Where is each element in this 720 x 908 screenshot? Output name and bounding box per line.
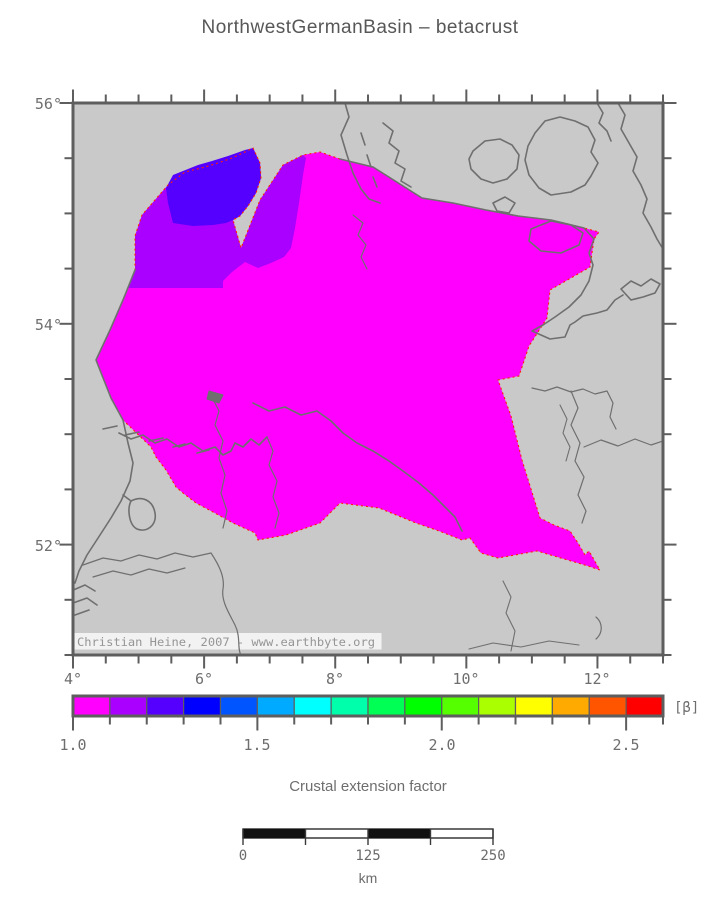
river-ems <box>212 398 228 529</box>
lon-label-6: 6° <box>194 670 214 688</box>
coast-ijsselmeer <box>122 494 157 531</box>
coast-funen-island <box>468 138 520 184</box>
coast-german-bight-baltic <box>339 158 624 340</box>
lat-label-54: 54° <box>34 316 62 334</box>
coast-oresund <box>596 104 612 142</box>
coastlines <box>74 104 662 654</box>
basin-outline <box>95 147 602 571</box>
river-oder-branch <box>559 404 571 462</box>
coast-ruegen <box>620 278 661 301</box>
lat-label-52: 52° <box>34 537 62 555</box>
map-frame <box>71 101 665 657</box>
lat-label-56: 56° <box>34 95 62 113</box>
lon-label-10: 10° <box>452 670 480 688</box>
mecklenburg-lakes <box>352 214 368 270</box>
watermark: Christian Heine, 2007 - www.earthbyte.or… <box>74 633 382 650</box>
scalebar-segment-black-2 <box>368 829 431 838</box>
colorbar-ticks <box>72 717 664 731</box>
coast-zealand-island <box>524 116 599 196</box>
watermark-box <box>74 633 382 650</box>
scalebar-label-250: 250 <box>480 848 506 864</box>
border-east <box>570 390 587 524</box>
scalebar-label-0: 0 <box>238 848 248 864</box>
scalebar-segment-black-1 <box>243 829 306 838</box>
figure-title: NorthwestGermanBasin – betacrust <box>201 17 519 38</box>
river-weser <box>266 436 280 529</box>
coast-zeeland-islands <box>74 584 98 616</box>
coast-lolland-island <box>528 220 584 254</box>
watermark-text: Christian Heine, 2007 - www.earthbyte.or… <box>77 635 375 649</box>
lon-label-4: 4° <box>63 670 83 688</box>
lon-label-12: 12° <box>583 670 611 688</box>
axis-ticks <box>59 89 677 669</box>
colorbar-cells <box>72 695 664 717</box>
river-oder <box>531 386 617 430</box>
rivers-south <box>468 580 580 652</box>
border-southeast <box>583 438 662 448</box>
river-arc-southeast <box>595 616 602 640</box>
coast-schleswig-fjords <box>382 122 412 188</box>
lon-label-8: 8° <box>325 670 345 688</box>
river-elbe <box>252 402 463 532</box>
coast-wadden <box>118 432 268 456</box>
colorbar-label-1.5: 1.5 <box>243 736 271 754</box>
ems-estuary-blob <box>206 390 224 404</box>
colorbar-frame <box>71 694 665 718</box>
inner-nw-zone-beta-1.2-1.3 <box>166 148 261 226</box>
colorbar-caption: Crustal extension factor <box>289 778 447 795</box>
river-rhine-delta <box>82 552 241 654</box>
distance-scalebar <box>242 828 494 845</box>
coast-als-island <box>492 196 516 214</box>
coast-jutland-west <box>340 104 381 204</box>
colorbar-label-2.0: 2.0 <box>428 736 456 754</box>
north-frisian-islands <box>360 132 378 188</box>
colorbar-label-2.5: 2.5 <box>612 736 640 754</box>
scalebar-label-125: 125 <box>355 848 381 864</box>
coast-netherlands-west <box>74 269 136 584</box>
coast-sweden <box>617 104 662 249</box>
colorbar-label-1.0: 1.0 <box>59 736 87 754</box>
wadden-islands <box>102 425 210 454</box>
colorbar-unit-beta: [β] <box>674 700 700 716</box>
scalebar-ticks <box>242 829 494 845</box>
scalebar-unit-km: km <box>358 870 378 886</box>
